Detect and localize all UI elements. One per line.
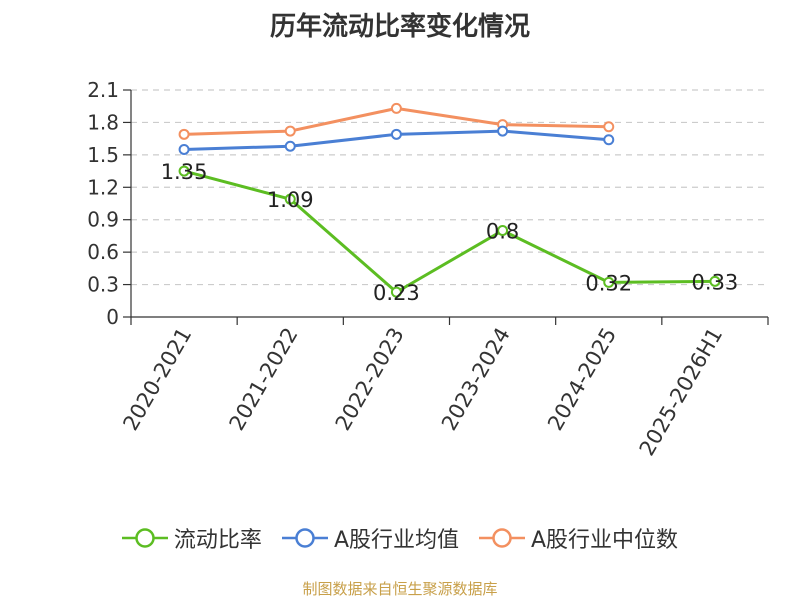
data-point[interactable] [178, 128, 190, 140]
legend-line-marker-icon [479, 528, 525, 548]
data-label: 0.23 [373, 281, 420, 305]
legend-marker [135, 528, 155, 548]
x-tick-label: 2022-2023 [331, 323, 409, 434]
data-labels: 1.35 1.09 0.23 0.8 0.32 0.33 [161, 160, 739, 305]
y-tick-label: 0.6 [87, 240, 119, 264]
legend-line-marker-icon [121, 528, 168, 548]
legend-line-marker-icon [281, 528, 328, 548]
y-tick-label: 0 [106, 305, 119, 329]
data-point[interactable] [497, 125, 509, 137]
x-tick-label: 2025-2026H1 [635, 324, 728, 460]
legend-label: A股行业中位数 [531, 528, 679, 553]
data-label: 1.09 [267, 188, 314, 212]
legend-item-current-ratio[interactable]: 流动比率 [121, 522, 262, 554]
legend-item-industry-mean[interactable]: A股行业均值 [281, 522, 459, 554]
x-tick-label: 2023-2024 [437, 324, 515, 435]
data-point[interactable] [390, 102, 402, 114]
y-tick-label: 2.1 [87, 78, 119, 102]
data-point[interactable] [709, 275, 721, 287]
y-tick-label: 0.3 [87, 273, 119, 297]
legend-marker [295, 528, 315, 548]
source-note: 制图数据来自恒生聚源数据库 [302, 580, 498, 598]
legend-marker [492, 528, 512, 548]
legend-item-industry-median[interactable]: A股行业中位数 [479, 522, 678, 554]
data-point[interactable] [284, 140, 296, 152]
data-point[interactable] [390, 128, 402, 140]
series-line-0 [183, 169, 715, 294]
legend-label: 流动比率 [173, 528, 262, 553]
data-point[interactable] [603, 121, 615, 133]
y-tick-label: 0.9 [87, 208, 119, 232]
grid-lines [131, 89, 768, 286]
data-point[interactable] [284, 125, 296, 137]
data-point[interactable] [284, 193, 296, 205]
data-point[interactable] [603, 276, 615, 288]
data-point[interactable] [603, 134, 615, 146]
y-tick-label: 1.5 [87, 143, 119, 167]
y-tick-label: 1.8 [87, 110, 119, 134]
data-label: 0.33 [692, 270, 739, 294]
series-lines [178, 102, 721, 298]
data-point[interactable] [390, 286, 402, 298]
data-label: 1.35 [161, 160, 208, 184]
legend: 流动比率 A股行业均值 A股行业中位数 [0, 518, 800, 558]
data-label: 0.32 [585, 271, 632, 295]
data-point[interactable] [178, 143, 190, 155]
data-point[interactable] [497, 225, 509, 237]
y-tick-label: 1.2 [87, 175, 119, 199]
x-tick-label: 2020-2021 [118, 324, 196, 435]
x-tick-label: 2024-2025 [543, 324, 621, 435]
chart-title: 历年流动比率变化情况 [269, 12, 530, 42]
data-point[interactable] [178, 165, 190, 177]
data-label: 0.8 [486, 220, 519, 244]
x-tick-label: 2021-2022 [225, 324, 303, 435]
legend-label: A股行业均值 [333, 528, 459, 553]
